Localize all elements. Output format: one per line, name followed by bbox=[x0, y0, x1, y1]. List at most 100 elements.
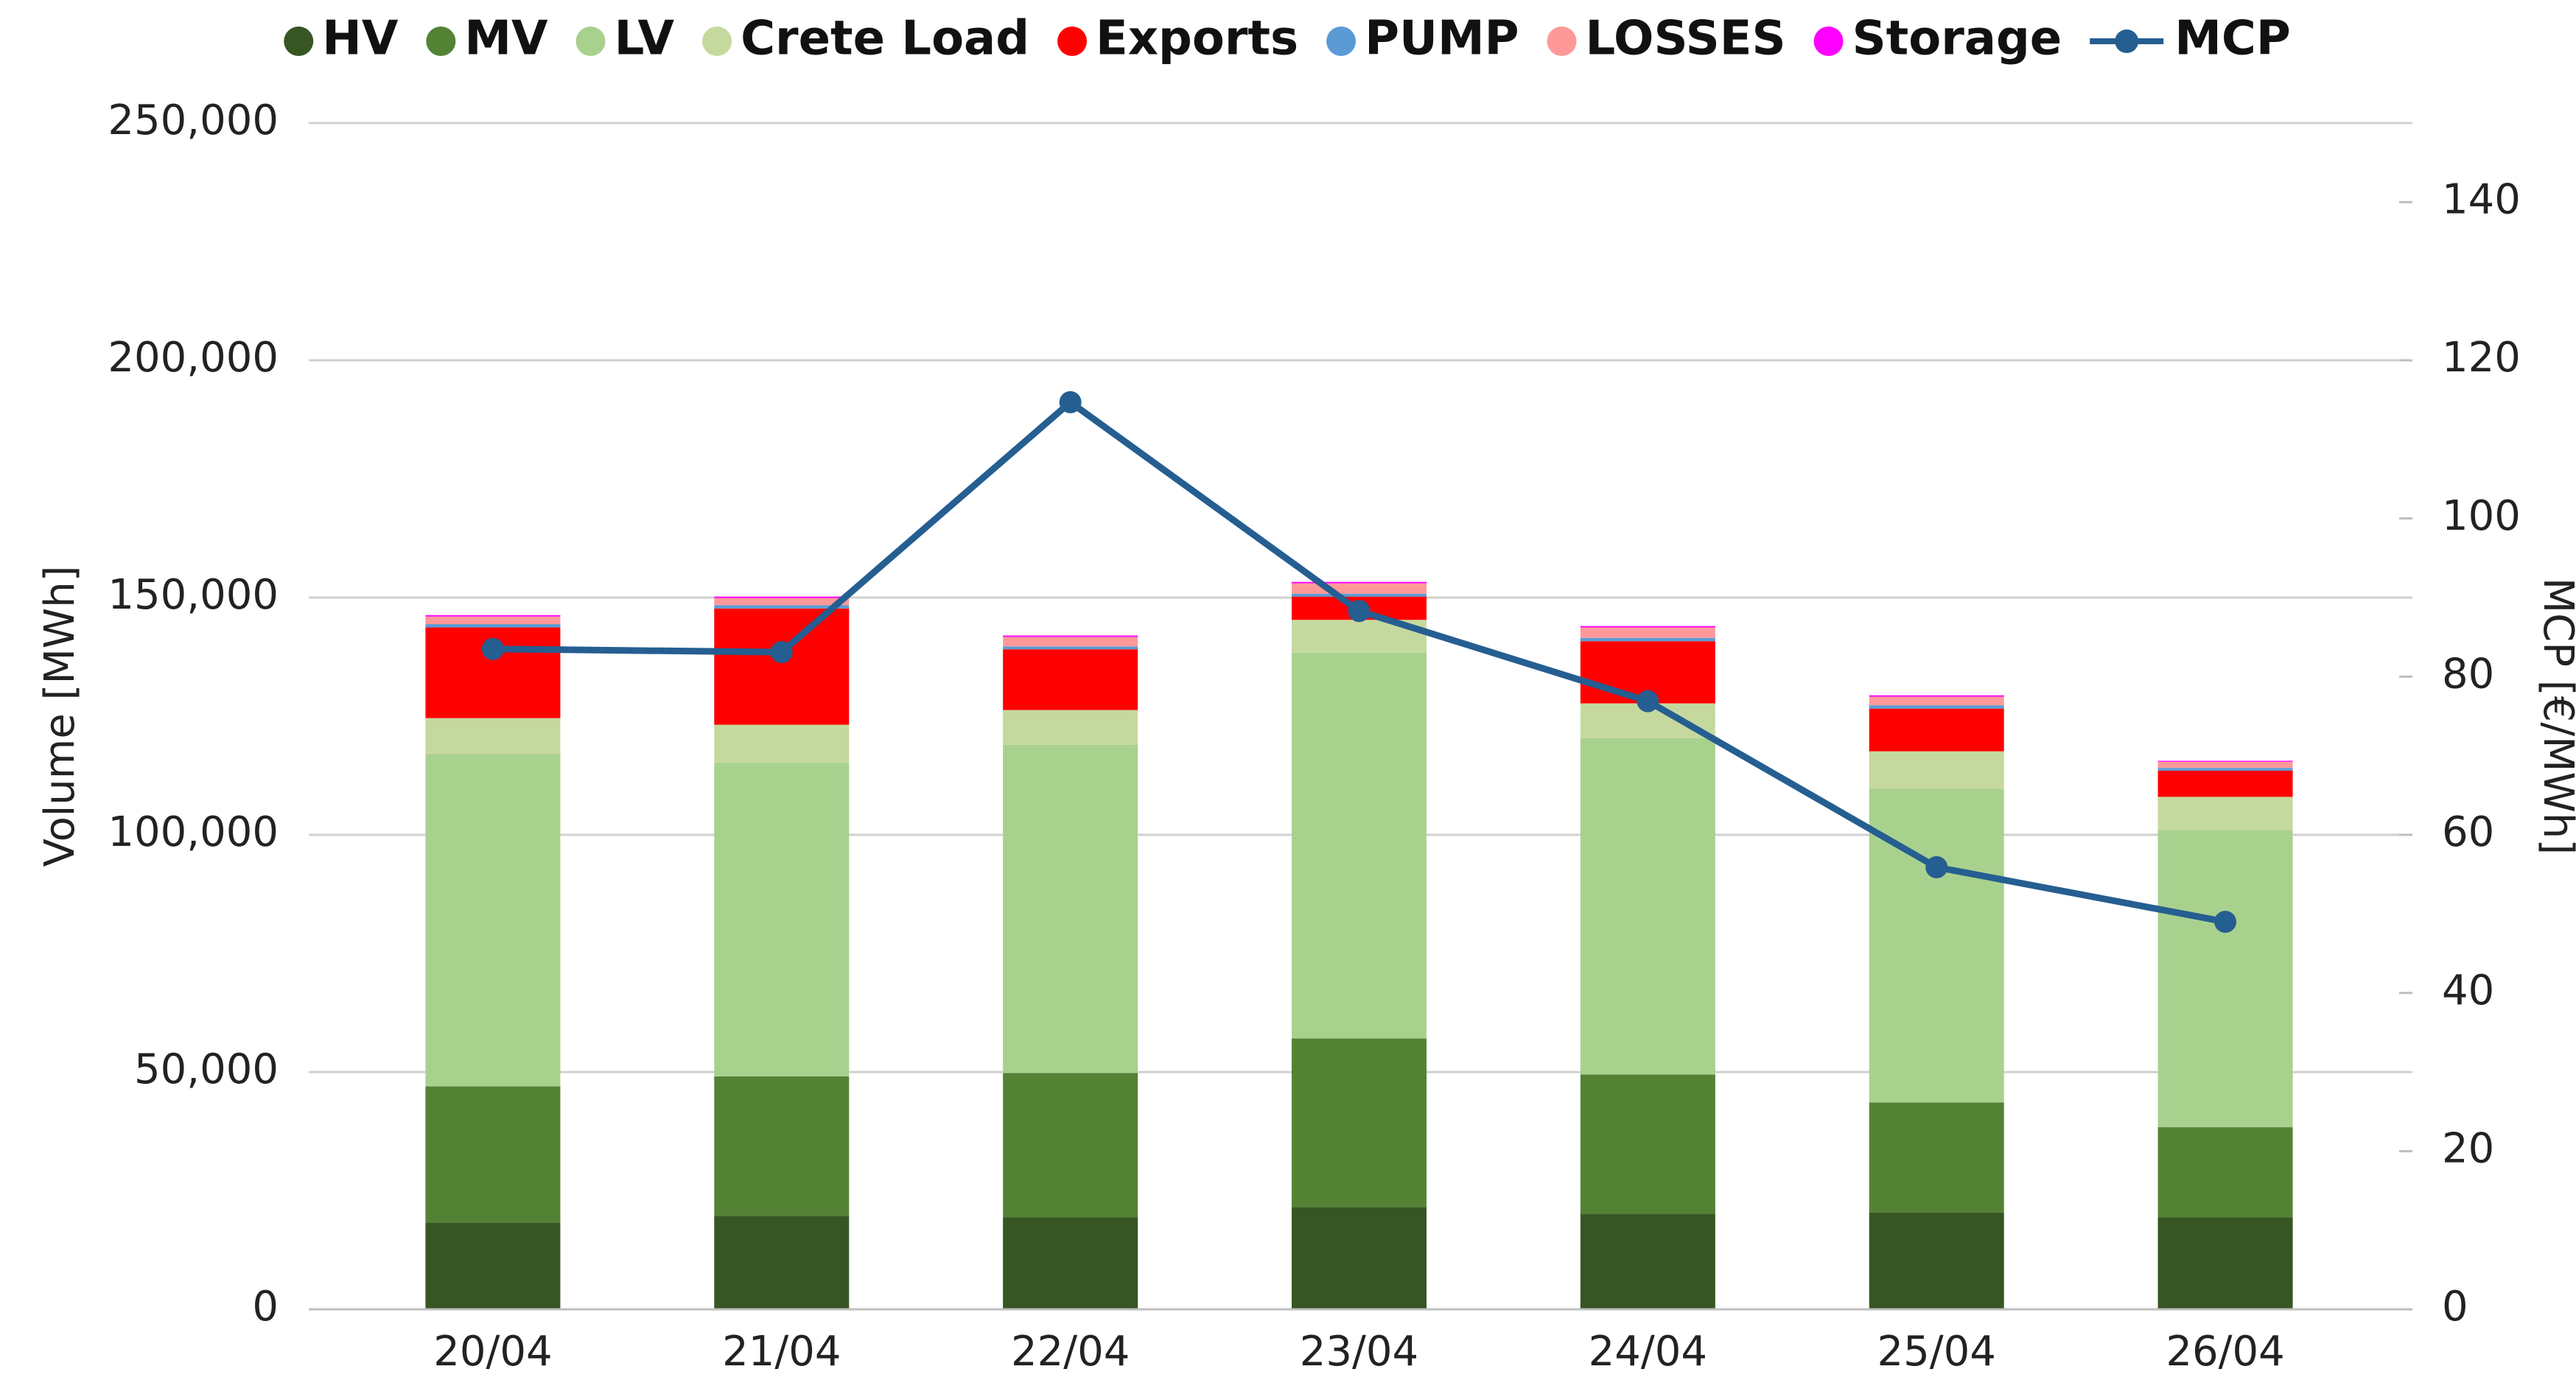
bar-segment bbox=[714, 598, 850, 606]
legend-label: Crete Load bbox=[741, 12, 1029, 66]
bar-segment bbox=[1869, 751, 2004, 789]
bar-segment bbox=[1292, 1038, 1427, 1208]
bar-segment bbox=[1869, 708, 2004, 752]
x-tick-label: 21/04 bbox=[722, 1328, 841, 1376]
legend-marker bbox=[575, 27, 606, 56]
bar-segment bbox=[1869, 695, 2004, 697]
legend-label: PUMP bbox=[1365, 12, 1519, 66]
legend-marker bbox=[702, 27, 732, 56]
bar-segment bbox=[2157, 1127, 2293, 1218]
bar-segment bbox=[2157, 830, 2293, 1127]
bar-segment bbox=[1580, 738, 1715, 1075]
bar-segment bbox=[1003, 744, 1138, 1074]
legend-label: Storage bbox=[1852, 12, 2062, 66]
legend-label: MCP bbox=[2174, 12, 2291, 66]
line-marker bbox=[2214, 911, 2237, 934]
legend-marker bbox=[2115, 29, 2139, 53]
y2-axis-title: MCP [€/MWh] bbox=[2534, 578, 2576, 855]
bar-segment bbox=[1292, 1207, 1427, 1309]
y-tick-label: 250,000 bbox=[108, 97, 279, 144]
bar-segment bbox=[714, 1216, 850, 1309]
y2-tick-label: 20 bbox=[2442, 1124, 2494, 1172]
bar-segment bbox=[1003, 637, 1138, 647]
bar-segment bbox=[425, 616, 561, 625]
bar-segment bbox=[1003, 1073, 1138, 1218]
x-tick-label: 23/04 bbox=[1300, 1328, 1418, 1376]
bar-segment bbox=[1580, 637, 1715, 642]
bar-segment bbox=[425, 615, 561, 617]
bar-segment bbox=[425, 718, 561, 754]
y-axis-title: Volume [MWh] bbox=[36, 566, 84, 867]
legend-label: HV bbox=[322, 12, 399, 66]
bar-segment bbox=[1869, 788, 2004, 1103]
y-tick-label: 150,000 bbox=[108, 571, 279, 619]
line-marker bbox=[1348, 600, 1371, 623]
x-tick-label: 25/04 bbox=[1877, 1328, 1996, 1376]
legend-marker bbox=[1547, 27, 1577, 56]
bar-segment bbox=[1292, 593, 1427, 597]
bar-segment bbox=[1292, 583, 1427, 594]
bar-segment bbox=[1003, 649, 1138, 710]
line-marker bbox=[1059, 391, 1082, 413]
bar-segment bbox=[1003, 1217, 1138, 1309]
bar-segment bbox=[2157, 768, 2293, 771]
bar-segment bbox=[1003, 635, 1138, 637]
bar-segment bbox=[714, 724, 850, 763]
y2-tick-label: 120 bbox=[2442, 334, 2521, 382]
bar-segment bbox=[1580, 1074, 1715, 1214]
bar-segment bbox=[1580, 627, 1715, 638]
bar-segment bbox=[425, 754, 561, 1087]
bar-segment bbox=[425, 1222, 561, 1309]
bar-segment bbox=[714, 605, 850, 609]
y2-tick-label: 80 bbox=[2442, 650, 2494, 698]
bar-segment bbox=[2157, 796, 2293, 830]
legend-marker bbox=[284, 27, 314, 56]
bar-segment bbox=[2157, 771, 2293, 797]
bar-segment bbox=[714, 596, 850, 598]
line-marker bbox=[1637, 690, 1659, 712]
bar-segment bbox=[1292, 652, 1427, 1039]
line-marker bbox=[481, 637, 504, 660]
legend-label: LV bbox=[615, 12, 675, 66]
x-tick-label: 20/04 bbox=[433, 1328, 552, 1376]
bar-segment bbox=[1580, 1214, 1715, 1309]
y2-tick-label: 40 bbox=[2442, 967, 2494, 1015]
bar-segment bbox=[1869, 705, 2004, 709]
bar-segment bbox=[714, 763, 850, 1076]
bar-segment bbox=[1580, 626, 1715, 628]
y-tick-label: 50,000 bbox=[134, 1046, 279, 1093]
legend-label: LOSSES bbox=[1586, 12, 1786, 66]
line-marker bbox=[770, 641, 793, 664]
bar-segment bbox=[1869, 1212, 2004, 1309]
y2-tick-label: 0 bbox=[2442, 1283, 2468, 1331]
legend-marker bbox=[1813, 27, 1844, 56]
y2-tick-label: 140 bbox=[2442, 175, 2521, 223]
x-tick-label: 24/04 bbox=[1589, 1328, 1707, 1376]
legend-marker bbox=[426, 27, 456, 56]
x-tick-label: 26/04 bbox=[2166, 1328, 2284, 1376]
bar-segment bbox=[1003, 710, 1138, 745]
legend-marker bbox=[1326, 27, 1357, 56]
bar-segment bbox=[1292, 581, 1427, 584]
bar-segment bbox=[1869, 1102, 2004, 1213]
bar-segment bbox=[425, 624, 561, 628]
legend-marker bbox=[1057, 27, 1088, 56]
y-tick-label: 200,000 bbox=[108, 334, 279, 382]
bar-segment bbox=[1869, 696, 2004, 706]
legend-label: MV bbox=[464, 12, 548, 66]
y2-tick-label: 60 bbox=[2442, 808, 2494, 856]
y2-tick-label: 100 bbox=[2442, 492, 2521, 540]
y-tick-label: 0 bbox=[252, 1283, 279, 1331]
y-tick-label: 100,000 bbox=[108, 808, 279, 856]
bar-segment bbox=[2157, 760, 2293, 762]
bar-segment bbox=[714, 608, 850, 725]
bar-segment bbox=[425, 1086, 561, 1223]
bar-segment bbox=[714, 1076, 850, 1216]
bar-segment bbox=[1003, 646, 1138, 650]
line-marker bbox=[1925, 856, 1948, 879]
bar-segment bbox=[2157, 761, 2293, 768]
legend-label: Exports bbox=[1096, 12, 1298, 66]
x-tick-label: 22/04 bbox=[1011, 1328, 1130, 1376]
bar-segment bbox=[2157, 1217, 2293, 1309]
